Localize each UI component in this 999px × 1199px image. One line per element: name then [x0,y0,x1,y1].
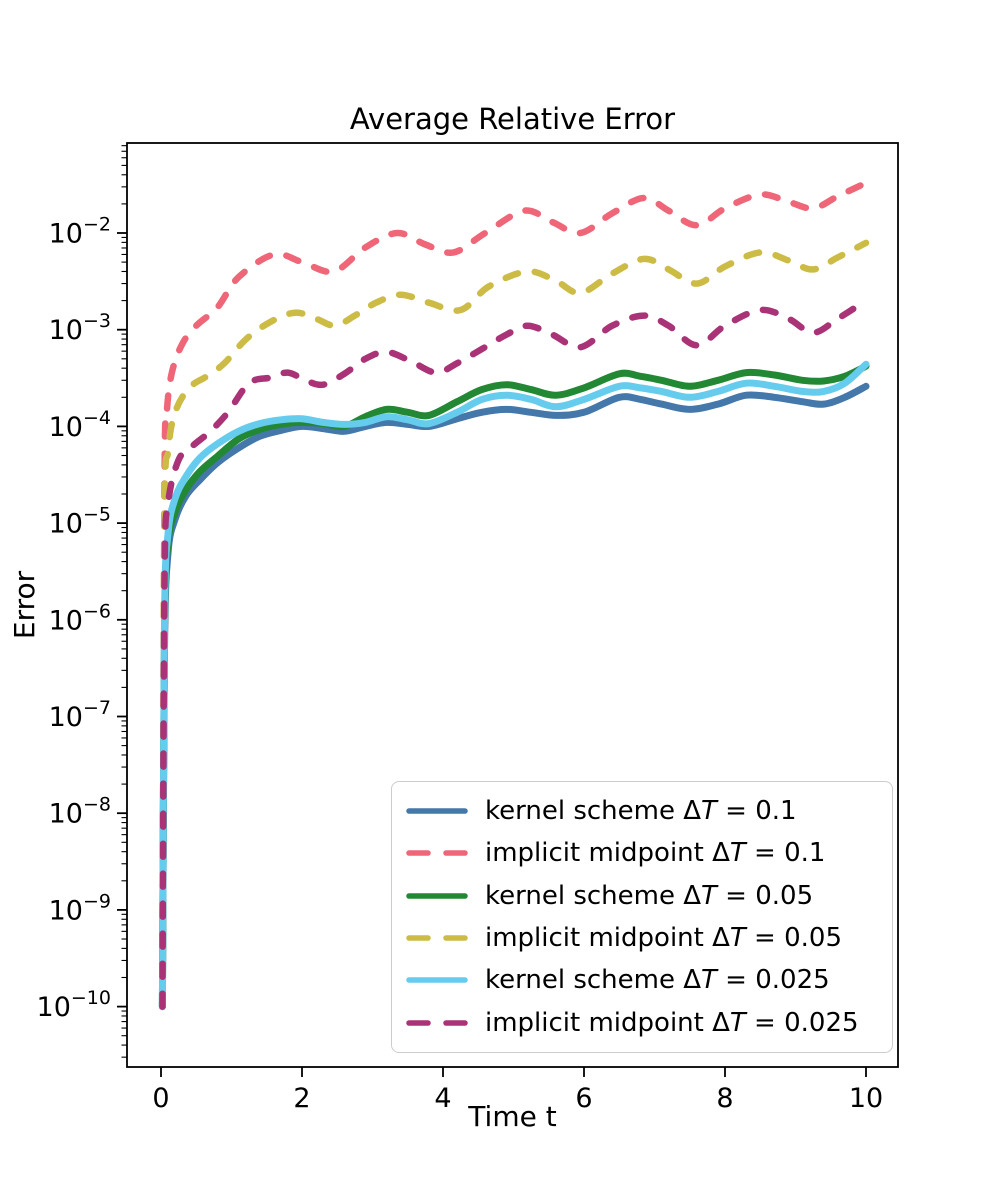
x-tick-label: 0 [152,1083,169,1114]
x-tick-label: 2 [293,1083,310,1114]
legend-item: kernel scheme ΔT = 0.05 [392,881,892,911]
axes-spines [126,142,899,1068]
legend-line-sample [406,893,468,899]
x-tick-label: 8 [716,1083,733,1114]
legend-line-sample [406,1020,468,1026]
legend-item: implicit midpoint ΔT = 0.025 [392,1008,892,1038]
chart-title: Average Relative Error [349,102,676,136]
series-line-5 [159,297,870,1010]
legend-label: implicit midpoint ΔT = 0.025 [485,1007,859,1038]
x-tick-label: 6 [575,1083,592,1114]
legend-line-sample [406,977,468,984]
series-line-4 [158,360,870,1011]
legend-label: implicit midpoint ΔT = 0.05 [485,923,843,954]
x-axis-label: Time t [468,1100,557,1133]
x-tick-label: 10 [849,1083,883,1114]
legend-label: kernel scheme ΔT = 0.05 [485,880,814,911]
legend-item: kernel scheme ΔT = 0.025 [392,965,892,995]
y-tick-label: 10−7 [49,697,111,733]
legend-line-sample [406,850,468,857]
legend-item: implicit midpoint ΔT = 0.05 [392,923,892,953]
legend-line-sample [406,808,468,814]
y-tick-label: 10−8 [49,794,111,830]
legend-label: kernel scheme ΔT = 0.1 [485,796,797,827]
series-curves [158,179,870,1011]
y-tick-label: 10−4 [49,407,111,443]
legend-line-sample [406,935,468,941]
y-tick-label: 10−6 [49,600,111,636]
y-axis-minor-ticks [121,145,127,1058]
series-line-2 [158,362,870,1011]
y-axis-ticks: 10−2 10−3 10−4 10−5 10−6 10−7 10−8 10−9 10−10 [37,214,127,1023]
legend-label: kernel scheme ΔT = 0.025 [485,965,830,996]
x-tick-label: 4 [434,1083,451,1114]
legend-label: implicit midpoint ΔT = 0.1 [485,838,826,869]
y-tick-label: 10−10 [37,987,111,1023]
y-tick-label: 10−9 [49,890,111,926]
y-tick-label: 10−5 [49,504,111,540]
legend-item: implicit midpoint ΔT = 0.1 [392,838,892,868]
y-tick-label: 10−2 [49,214,111,250]
y-tick-label: 10−3 [49,310,111,346]
legend-item: kernel scheme ΔT = 0.1 [392,796,892,826]
series-line-1 [159,179,870,1010]
legend: kernel scheme ΔT = 0.1 implicit midpoint … [391,781,893,1053]
y-axis-label: Error [8,570,41,640]
series-line-3 [159,239,870,1010]
x-axis-ticks: 0 2 4 6 8 10 [152,1067,883,1114]
